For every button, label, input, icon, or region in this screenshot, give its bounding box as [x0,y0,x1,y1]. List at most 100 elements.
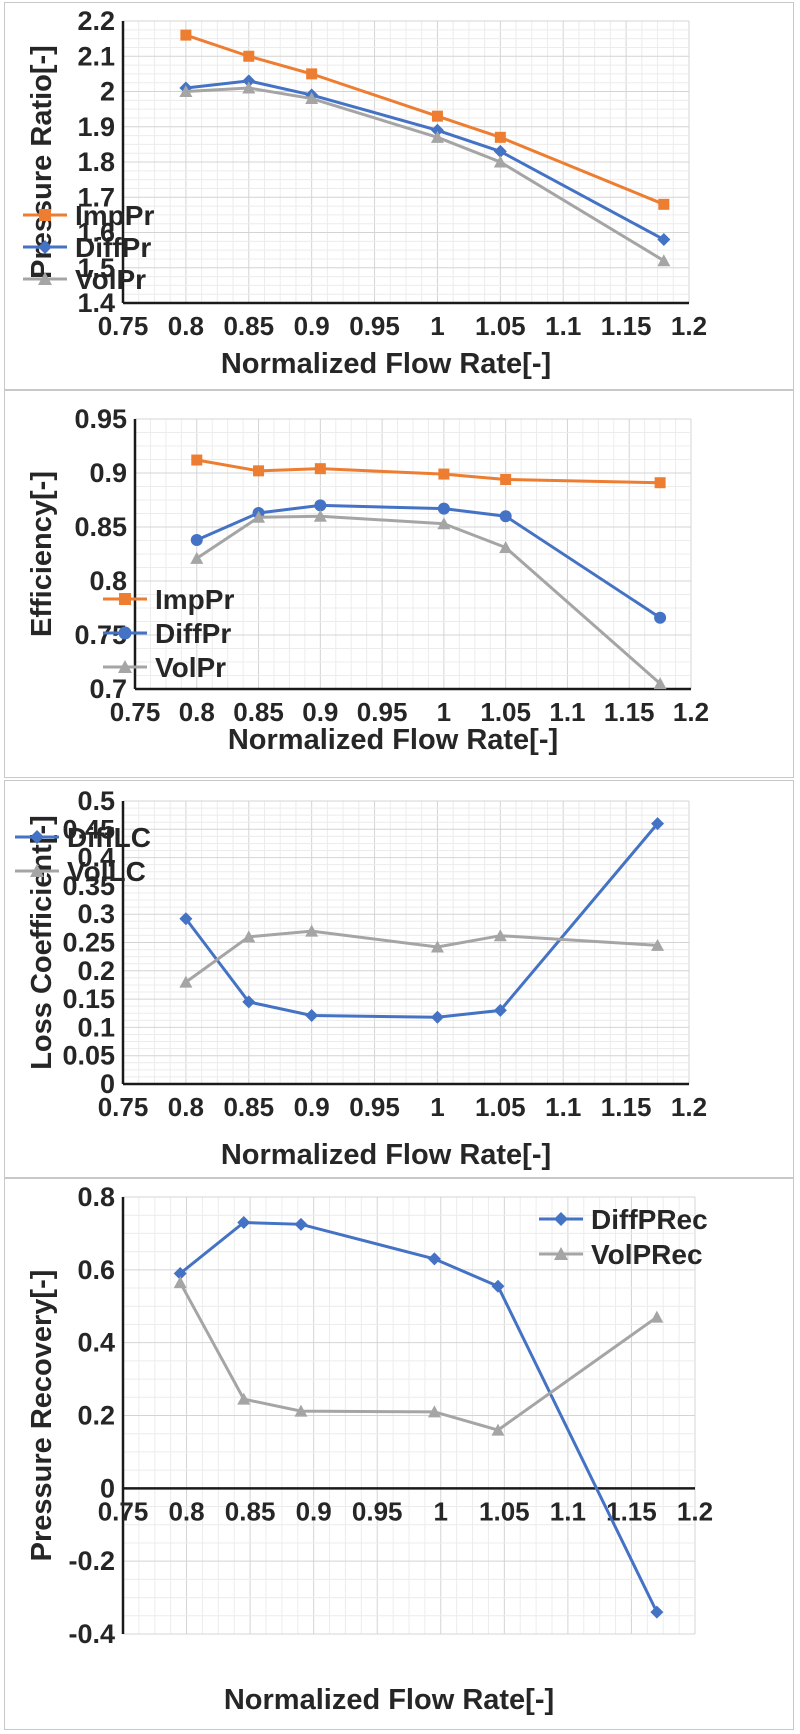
chart-panel-3: 0 0.05 0.1 0.15 0.2 0.25 0.3 0.35 0.4 0.45 0.5 0.75… [4,780,794,1178]
legend-marker [39,209,51,221]
x-tick-label: 1 [437,697,451,727]
gridlines [122,20,690,304]
legend-label: ImpPr [155,584,234,615]
legend-item-DiffPRec: DiffPRec [539,1204,708,1235]
x-tick-label: 0.75 [98,1092,149,1122]
chart-svg-3: 00.050.10.150.20.250.30.350.40.450.5 0.75… [15,786,707,1171]
data-point [430,123,444,137]
data-point [493,929,507,942]
x-tick-label: 1.2 [671,311,707,341]
legend-item-DiffLC: DiffLC [15,822,151,853]
data-point [306,68,318,80]
x-axis-title: Normalized Flow Rate[-] [224,1684,554,1716]
x-tick-label: 1 [430,311,444,341]
data-point [658,198,670,210]
y-tick-label: 0 [100,1069,115,1099]
data-point [654,611,667,624]
y-axis-title: Efficiency[-] [26,471,58,637]
y-tick-label: 0.6 [77,1255,115,1285]
data-point [651,817,665,831]
chart-panel-1: 1.4 1.5 1.6 1.7 1.8 1.9 2 2.1 2.2 0.75 0.8 0.85 0.9 0… [4,2,794,390]
data-point [179,912,193,926]
legend-label: DiffLC [67,822,151,853]
data-point [305,92,319,105]
data-point [437,517,451,530]
y-axis-title: Pressure Recovery[-] [26,1270,58,1562]
series-VolPRec [173,1276,664,1436]
legend-marker [554,1247,568,1260]
y-tick-label: 0.8 [77,1182,115,1212]
legend-item-ImpPr: ImpPr [23,200,154,231]
legend-marker [119,593,131,605]
data-point [499,510,512,523]
data-point [438,468,450,480]
x-tick-label: 1.15 [601,1092,652,1122]
y-tick-label: -0.2 [68,1546,115,1576]
data-point [653,677,667,690]
data-point [313,509,327,522]
y-tick-label: 0.35 [62,871,115,901]
data-point [650,1310,664,1323]
data-point [305,924,319,937]
legend-label: ImpPr [75,200,154,231]
legend-item-DiffPr: DiffPr [103,618,231,649]
y-tick-label: 0.3 [77,899,115,929]
data-point [650,1605,664,1619]
y-tick-label: 2 [100,77,115,107]
data-point [242,74,256,88]
data-point [491,1423,505,1436]
legend-label: DiffPr [155,618,231,649]
gridlines [122,800,690,1085]
data-point [243,50,255,62]
y-tick-label: 0.5 [77,786,115,816]
x-tick-label: 0.75 [110,697,161,727]
series-line [185,33,665,206]
data-point [491,1279,505,1293]
y-tick-label: 1.4 [77,288,115,318]
legend-label: VolLC [67,856,146,887]
y-axis-title: Loss Coefficient[-] [26,815,58,1070]
data-point [237,1392,251,1405]
chart-svg-4: -0.4 -0.2 0 0.2 0.4 0.6 0.8 0.75 0.8 0.85 0.9 0.95 1… [26,1182,713,1716]
y-tick-label: 1.9 [77,112,115,142]
data-point [294,1404,308,1417]
series-line [184,822,659,1019]
data-point [494,131,506,143]
data-point [314,499,327,512]
legend-marker [118,626,132,640]
data-point [253,465,265,477]
x-tick-label: 0.8 [168,311,204,341]
x-tick-label: 0.8 [168,1496,204,1526]
series-ImpPr [180,29,670,210]
data-point [252,510,266,523]
y-tick-label: 0.2 [77,956,115,986]
y-tick-label: 1.5 [77,253,115,283]
y-tick-label: 0.8 [89,566,127,596]
y-tick-label: 0.85 [74,512,127,542]
data-point [430,130,444,143]
y-tick-label: 0 [100,1473,115,1503]
data-point [493,155,507,168]
x-tick-label: 1.2 [677,1496,713,1526]
data-point [179,85,193,97]
y-tick-label: 0.25 [62,928,115,958]
series-line [185,929,658,984]
legend-item-VolPr: VolPr [103,652,226,683]
data-point [305,1009,319,1023]
x-tick-label: 1 [430,1092,444,1122]
legend-marker [118,660,132,673]
series-line [179,1220,659,1613]
data-point [242,81,256,94]
chart-svg-2: 0.70.750.80.850.90.950.75 0.8 0.85 0.9 0.95 1… [26,404,709,756]
y-tick-label: -0.4 [68,1619,115,1649]
x-axis-title: Normalized Flow Rate[-] [228,724,558,756]
y-tick-label: 1.8 [77,147,115,177]
x-tick-label: 0.85 [223,311,274,341]
data-point [242,930,256,943]
y-tick-label: 0.7 [89,674,127,704]
data-point [437,502,450,515]
y-tick-label: 0.15 [62,984,115,1014]
x-tick-label: 1 [434,1496,448,1526]
data-point [651,938,665,951]
